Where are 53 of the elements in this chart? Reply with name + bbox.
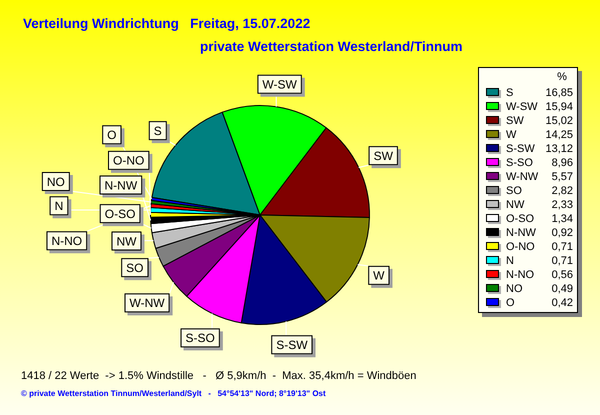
- data-label: 15,02: [545, 115, 573, 128]
- slice-label: NO: [46, 174, 65, 189]
- legend-label: O-NO: [506, 241, 536, 254]
- legend-label: NW: [506, 199, 525, 212]
- data-label: 5,57: [552, 171, 573, 184]
- slice-label: O-NO: [112, 154, 144, 168]
- slice-label: S-SO: [186, 331, 215, 346]
- chart-title: Verteilung Windrichtung Freitag, 15.07.2022: [23, 16, 310, 31]
- legend-label: O: [506, 297, 515, 310]
- legend-label: W: [506, 129, 517, 142]
- legend-label: W-SW: [506, 101, 538, 114]
- legend-label: S-SO: [506, 157, 534, 170]
- legend-label: S: [506, 87, 514, 100]
- slice-label: W-SW: [262, 78, 298, 92]
- data-label: 0,56: [552, 269, 573, 282]
- data-label: 0,49: [552, 283, 573, 296]
- legend-label: SW: [506, 115, 524, 128]
- data-label: 0,71: [552, 255, 573, 268]
- data-label: 8,96: [552, 157, 573, 170]
- legend-label: W-NW: [506, 171, 539, 184]
- chart-subtitle: private Wetterstation Westerland/Tinnum: [200, 39, 463, 54]
- legend-label: NO: [506, 283, 523, 296]
- text: © private Wetterstation Tinnum/Westerland/Sylt - 54°54'13" Nord; 8°19'13" Ost: [21, 389, 326, 398]
- slice-label: S: [154, 124, 162, 138]
- legend-label: S-SW: [506, 143, 536, 156]
- data-label: 0,42: [552, 297, 573, 310]
- data-label: 14,25: [545, 129, 573, 142]
- data-label: 2,33: [552, 199, 573, 212]
- legend-label: N: [506, 255, 514, 268]
- slice-label: O: [107, 128, 116, 142]
- legend-label: O-SO: [506, 213, 535, 226]
- slice-label: O-SO: [104, 206, 136, 221]
- slice-label: W-NW: [130, 296, 166, 310]
- legend-title: %: [557, 71, 568, 84]
- slice-label: NW: [116, 234, 138, 248]
- slice-label: SO: [126, 260, 144, 275]
- data-label: 2,82: [552, 185, 573, 198]
- slice-label: W: [373, 268, 386, 283]
- data-label: 16,85: [545, 87, 573, 100]
- slice-label: N-NW: [104, 178, 138, 192]
- slice-label: N: [54, 199, 64, 214]
- legend-label: SO: [506, 185, 522, 198]
- legend-label: N-NO: [506, 269, 535, 282]
- slice-label: N-NO: [51, 234, 82, 248]
- data-label: 0,92: [552, 227, 573, 240]
- slice-label: SW: [374, 148, 394, 163]
- slice-label: S-SW: [276, 338, 308, 352]
- data-label: 0,71: [552, 241, 573, 254]
- data-label: 1,34: [552, 213, 573, 226]
- data-label: 13,12: [545, 143, 573, 156]
- legend-label: N-NW: [506, 227, 537, 240]
- text: 1418 / 22 Werte -> 1.5% Windstille - Ø 5,9km/h - Max. 35,4km/h = Windböen: [21, 370, 416, 382]
- data-label: 15,94: [545, 101, 573, 114]
